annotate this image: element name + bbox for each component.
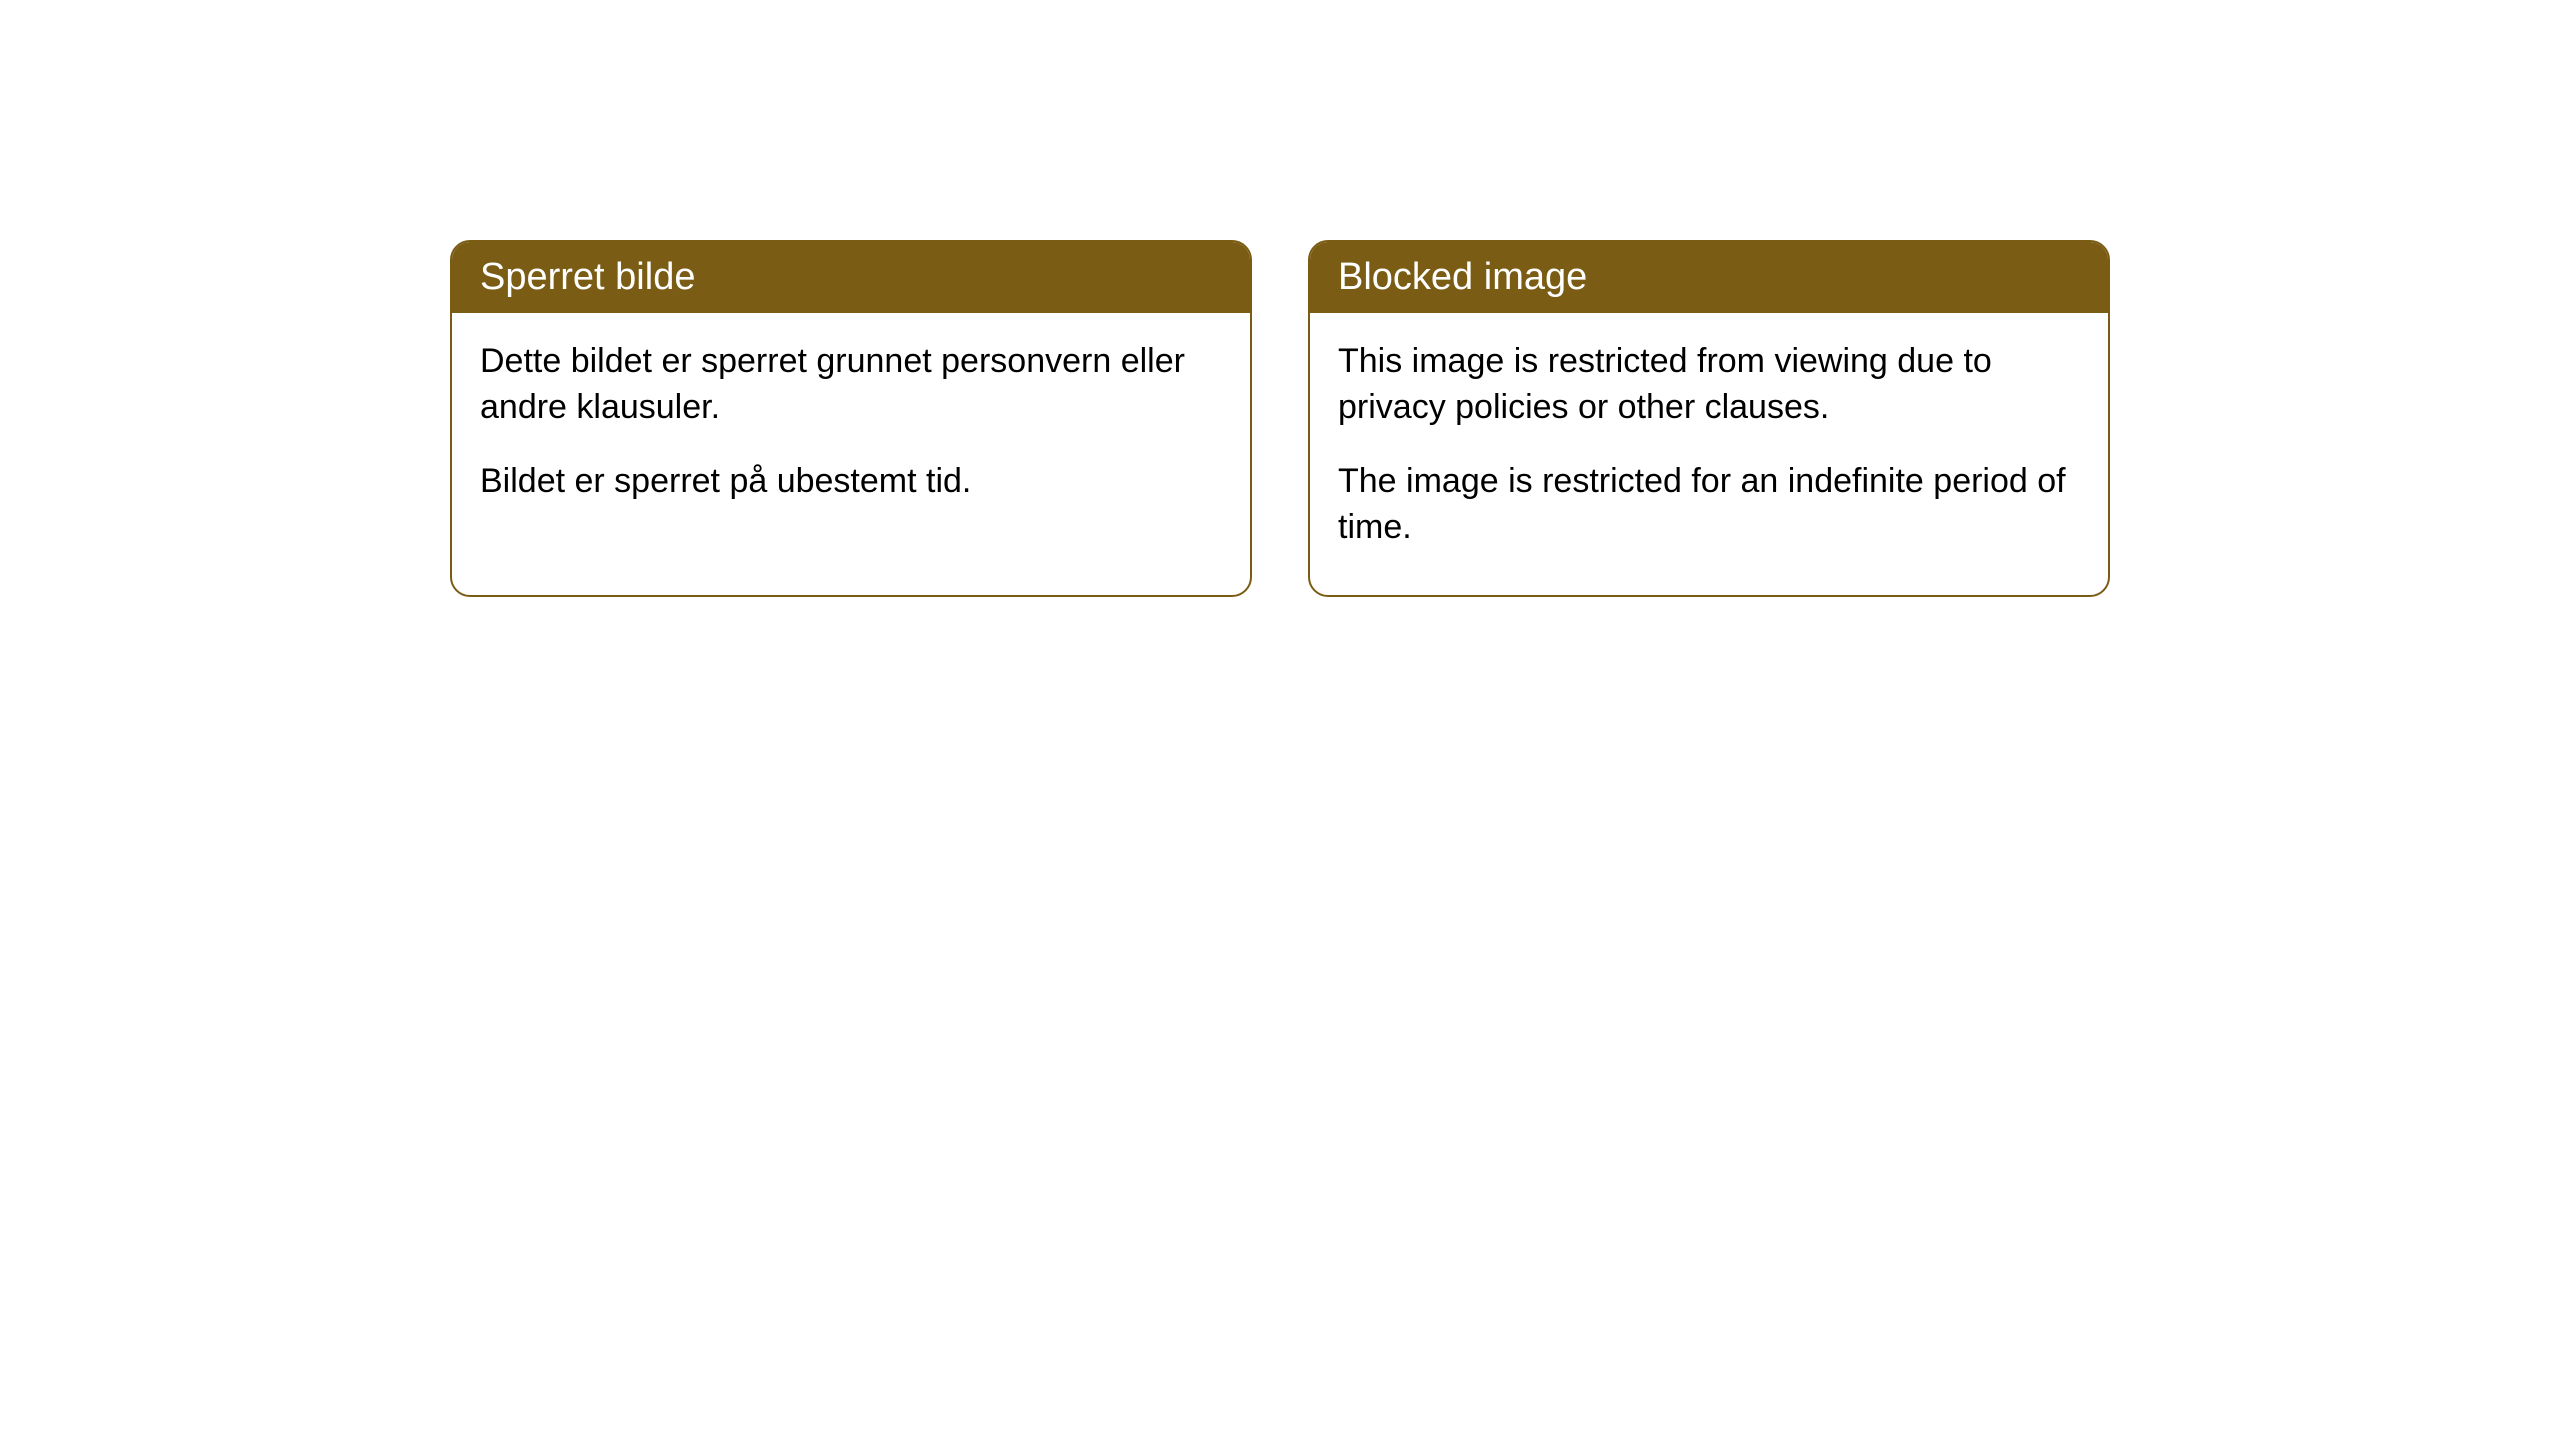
card-paragraph-2: The image is restricted for an indefinit… (1338, 459, 2080, 551)
blocked-image-card-norwegian: Sperret bilde Dette bildet er sperret gr… (450, 240, 1252, 597)
card-paragraph-2: Bildet er sperret på ubestemt tid. (480, 459, 1222, 505)
card-header: Sperret bilde (452, 242, 1250, 313)
card-paragraph-1: Dette bildet er sperret grunnet personve… (480, 339, 1222, 431)
card-header: Blocked image (1310, 242, 2108, 313)
cards-container: Sperret bilde Dette bildet er sperret gr… (0, 0, 2560, 597)
card-body: This image is restricted from viewing du… (1310, 313, 2108, 595)
card-body: Dette bildet er sperret grunnet personve… (452, 313, 1250, 549)
blocked-image-card-english: Blocked image This image is restricted f… (1308, 240, 2110, 597)
card-paragraph-1: This image is restricted from viewing du… (1338, 339, 2080, 431)
card-title: Sperret bilde (480, 256, 695, 298)
card-title: Blocked image (1338, 256, 1587, 298)
